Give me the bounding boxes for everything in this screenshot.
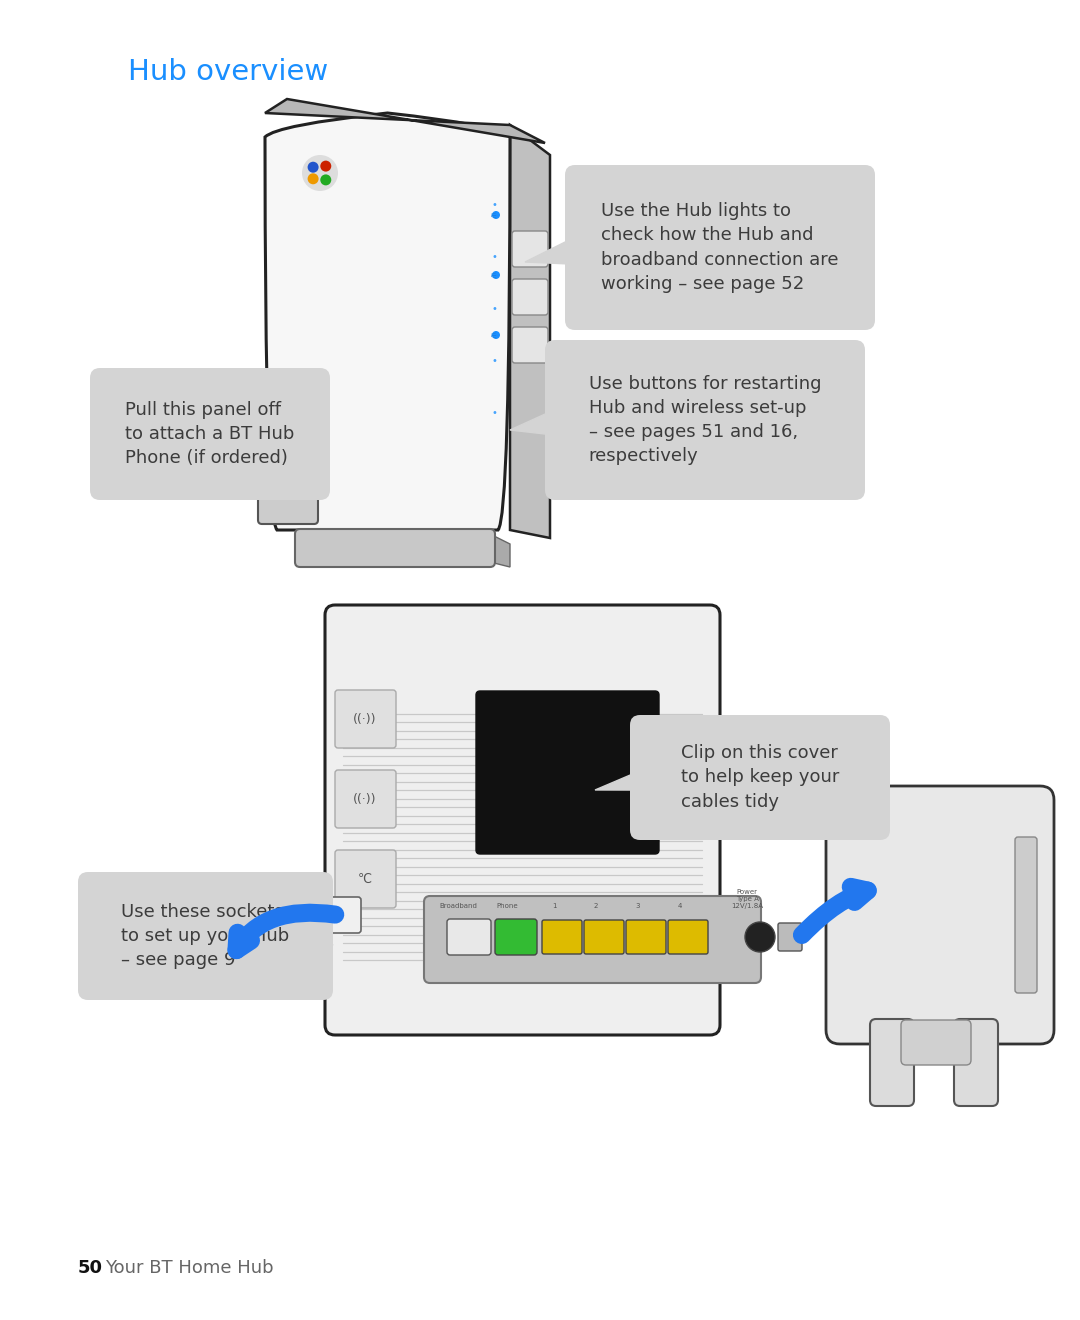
Polygon shape: [265, 99, 545, 143]
Text: Hub overview: Hub overview: [129, 58, 328, 86]
FancyBboxPatch shape: [870, 1019, 914, 1106]
Text: ℃: ℃: [357, 873, 372, 886]
Polygon shape: [309, 923, 333, 949]
Circle shape: [321, 161, 332, 172]
FancyBboxPatch shape: [447, 919, 491, 954]
FancyBboxPatch shape: [335, 850, 396, 908]
FancyBboxPatch shape: [495, 919, 537, 954]
FancyBboxPatch shape: [901, 1020, 971, 1065]
Text: Use the Hub lights to
check how the Hub and
broadband connection are
working – s: Use the Hub lights to check how the Hub …: [602, 202, 839, 293]
FancyBboxPatch shape: [778, 923, 802, 950]
Text: Broadband: Broadband: [440, 903, 477, 909]
Text: ((·)): ((·)): [353, 792, 377, 805]
Text: Pull this panel off
to attach a BT Hub
Phone (if ordered): Pull this panel off to attach a BT Hub P…: [125, 401, 295, 467]
Circle shape: [321, 174, 332, 185]
Text: ⚟: ⚟: [489, 210, 497, 219]
Circle shape: [745, 921, 775, 952]
Polygon shape: [510, 403, 569, 437]
FancyBboxPatch shape: [512, 231, 548, 267]
Text: Phone: Phone: [496, 903, 517, 909]
Circle shape: [308, 162, 319, 173]
FancyBboxPatch shape: [512, 327, 548, 363]
Text: Use buttons for restarting
Hub and wireless set-up
– see pages 51 and 16,
respec: Use buttons for restarting Hub and wirel…: [589, 375, 821, 466]
Polygon shape: [261, 421, 306, 447]
Text: 2: 2: [594, 903, 598, 909]
FancyBboxPatch shape: [630, 715, 890, 840]
Text: •: •: [491, 201, 497, 210]
FancyBboxPatch shape: [335, 770, 396, 828]
Text: •: •: [491, 408, 497, 418]
FancyBboxPatch shape: [826, 785, 1054, 1044]
FancyBboxPatch shape: [318, 898, 361, 933]
FancyBboxPatch shape: [512, 279, 548, 315]
Circle shape: [492, 331, 500, 339]
Text: 50: 50: [78, 1259, 103, 1276]
FancyBboxPatch shape: [476, 690, 659, 854]
Text: ((·)): ((·)): [353, 713, 377, 726]
FancyBboxPatch shape: [78, 873, 333, 1001]
FancyBboxPatch shape: [584, 920, 624, 954]
Polygon shape: [525, 230, 589, 265]
Circle shape: [302, 154, 338, 191]
Text: Your BT Home Hub: Your BT Home Hub: [105, 1259, 273, 1276]
FancyBboxPatch shape: [258, 488, 318, 524]
FancyBboxPatch shape: [669, 920, 708, 954]
Text: Clip on this cover
to help keep your
cables tidy: Clip on this cover to help keep your cab…: [680, 744, 839, 810]
FancyBboxPatch shape: [626, 920, 666, 954]
FancyBboxPatch shape: [335, 690, 396, 748]
FancyBboxPatch shape: [325, 605, 720, 1035]
FancyBboxPatch shape: [90, 368, 330, 500]
FancyBboxPatch shape: [424, 896, 761, 983]
Text: ⚟: ⚟: [489, 330, 497, 339]
Polygon shape: [490, 535, 510, 568]
Text: •: •: [491, 252, 497, 261]
Text: •: •: [491, 304, 497, 314]
Text: 1: 1: [552, 903, 556, 909]
Polygon shape: [595, 764, 654, 791]
Text: Power
Type A
12V/1.8A: Power Type A 12V/1.8A: [731, 888, 762, 909]
Text: Use these sockets
to set up your Hub
– see page 9: Use these sockets to set up your Hub – s…: [121, 903, 289, 969]
Text: ⚟: ⚟: [489, 271, 497, 280]
Text: 4: 4: [678, 903, 683, 909]
Circle shape: [492, 271, 500, 279]
FancyBboxPatch shape: [1015, 837, 1037, 993]
Text: •: •: [491, 356, 497, 366]
Polygon shape: [510, 125, 550, 539]
FancyBboxPatch shape: [542, 920, 582, 954]
PathPatch shape: [265, 114, 510, 531]
Circle shape: [308, 173, 319, 185]
FancyBboxPatch shape: [565, 165, 875, 330]
FancyBboxPatch shape: [954, 1019, 998, 1106]
Text: 3: 3: [636, 903, 640, 909]
FancyBboxPatch shape: [545, 341, 865, 500]
FancyBboxPatch shape: [295, 529, 495, 568]
Circle shape: [492, 211, 500, 219]
